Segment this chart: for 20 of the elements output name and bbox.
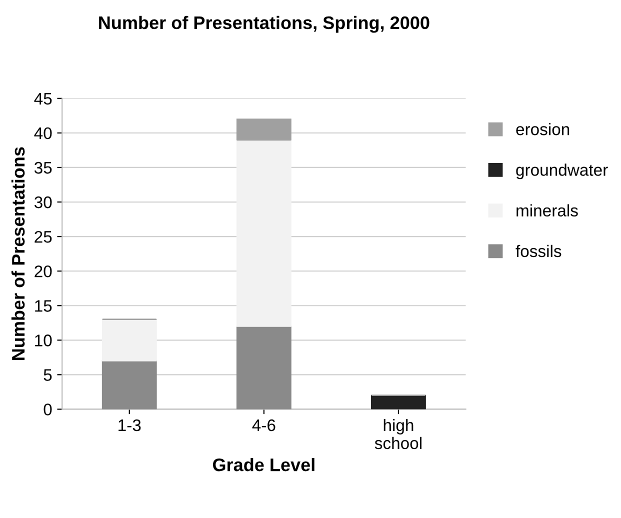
y-tick-label: 35 (34, 162, 52, 174)
y-tick-label: 40 (34, 127, 52, 140)
y-tick-label: 10 (35, 334, 52, 346)
x-tick-label: 4-6 (252, 419, 276, 432)
y-tick-label: 5 (44, 369, 52, 381)
legend-label: erosion (516, 123, 570, 136)
x-axis-title: Grade Level (212, 458, 314, 472)
y-tick-label: 20 (34, 265, 52, 278)
y-tick-label: 30 (34, 196, 52, 208)
y-tick-label: 15 (35, 300, 52, 312)
y-axis-title: Number of Presentations (11, 147, 25, 360)
y-tick-label: 0 (44, 404, 52, 416)
chart-title: Number of Presentations, Spring, 2000 (99, 16, 430, 33)
legend-label: groundwater (516, 164, 608, 180)
legend-label: minerals (516, 204, 578, 216)
legend-label: fossils (516, 244, 562, 258)
y-tick-label: 25 (34, 230, 52, 243)
x-tick-label: 1-3 (118, 419, 141, 432)
x-tick-label: high school (374, 418, 422, 450)
y-tick-label: 45 (34, 92, 52, 105)
